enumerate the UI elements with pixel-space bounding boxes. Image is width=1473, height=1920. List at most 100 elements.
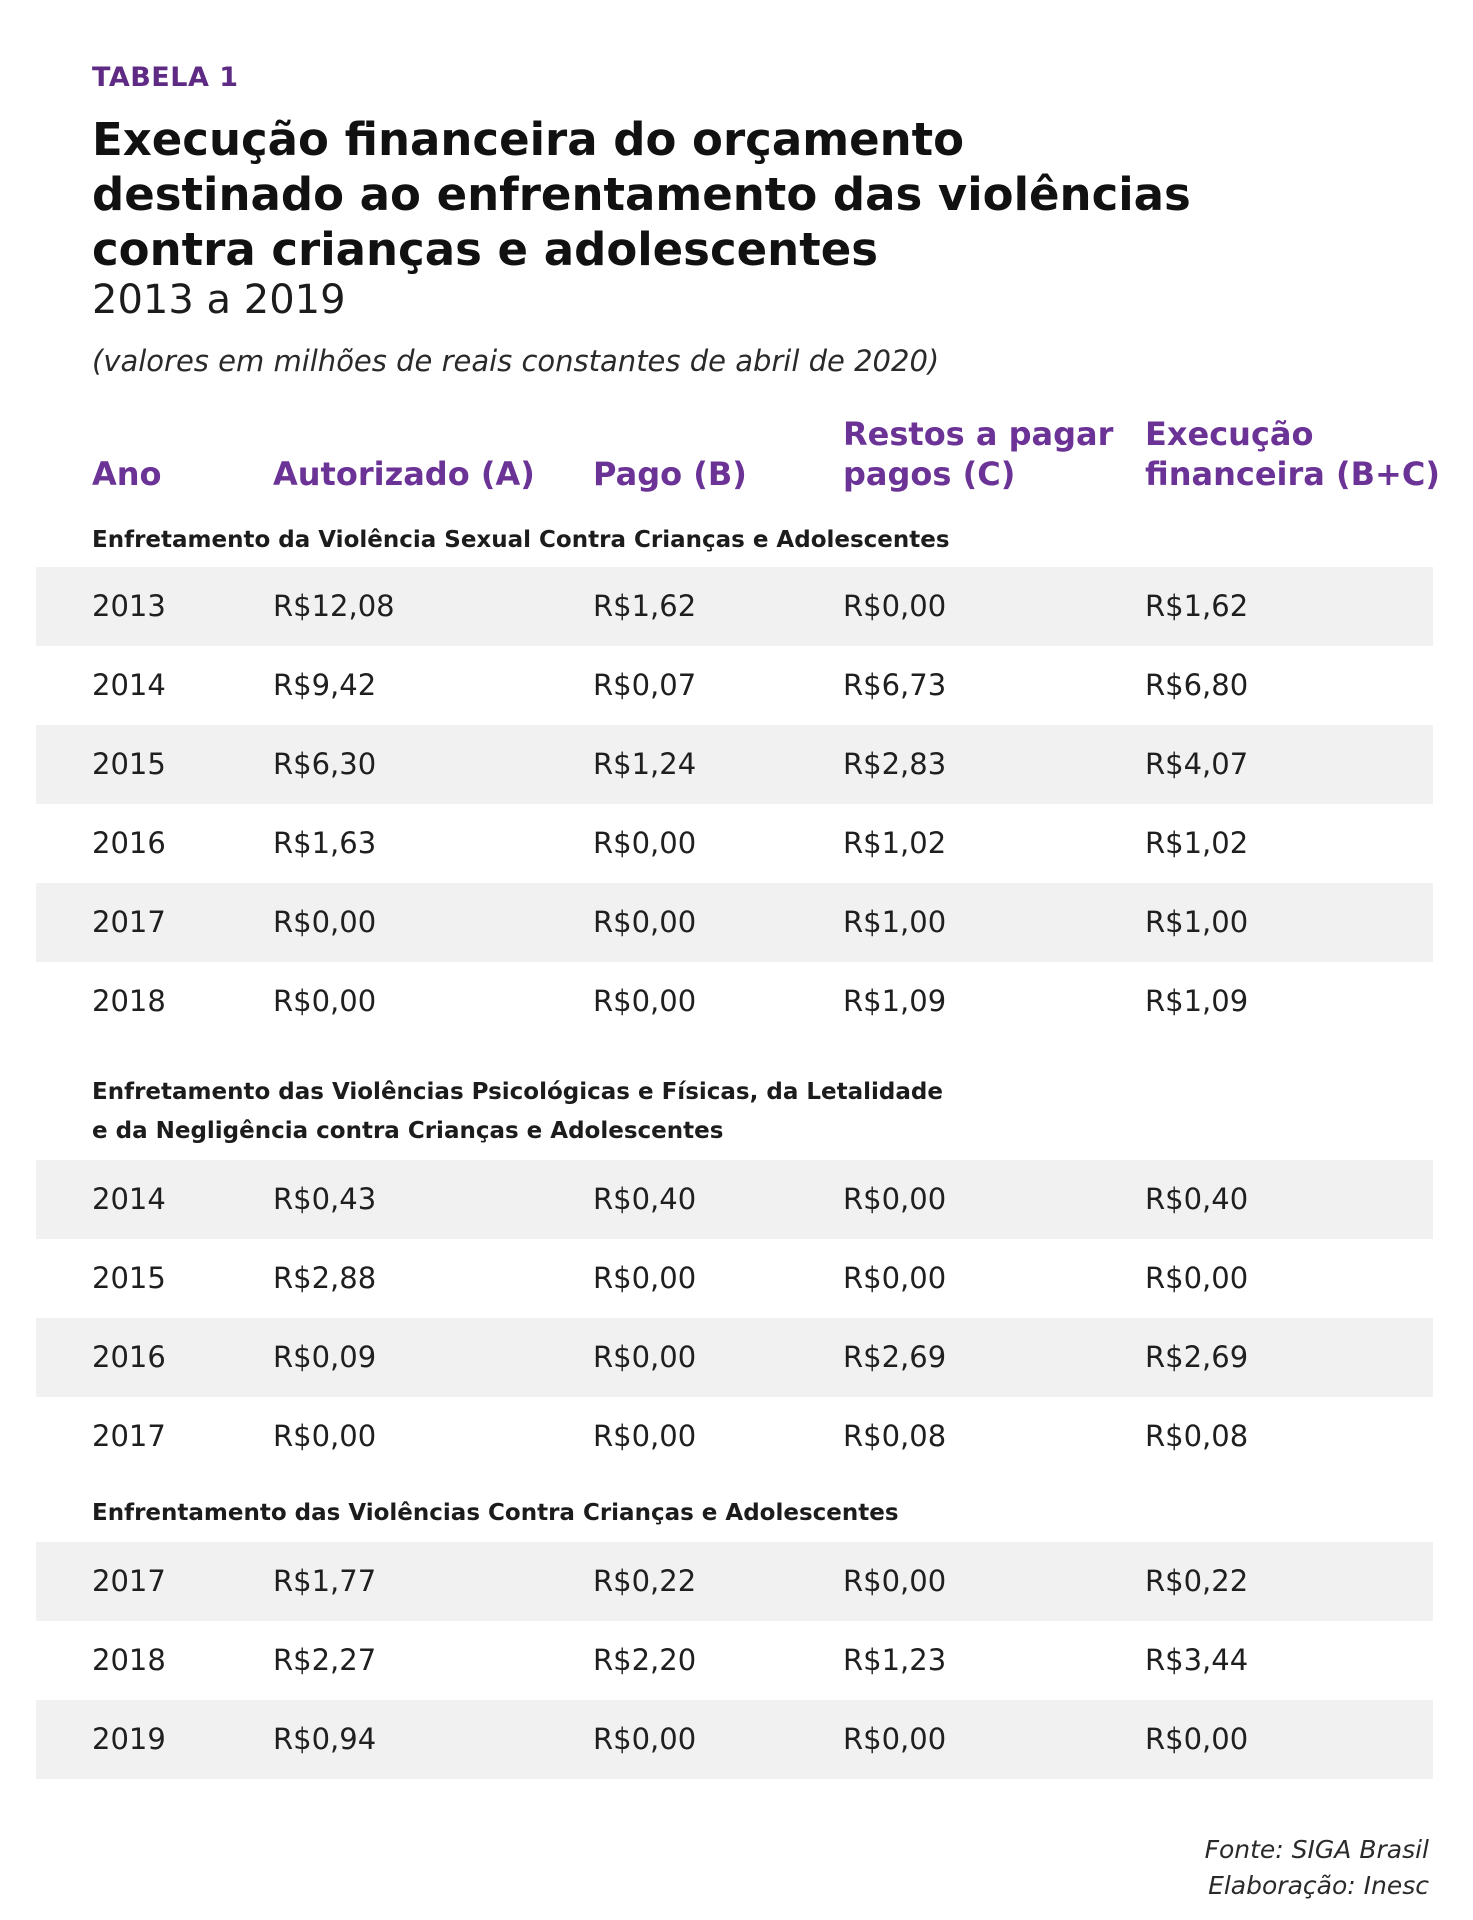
table-row: 2017 R$0,00 R$0,00 R$0,08 R$0,08 bbox=[36, 1397, 1433, 1476]
table-row: 2013 R$12,08 R$1,62 R$0,00 R$1,62 bbox=[36, 567, 1433, 646]
cell-autorizado: R$1,63 bbox=[273, 826, 377, 860]
section-title-line-1: Enfretamento das Violências Psicológicas… bbox=[92, 1079, 943, 1105]
table-row: 2015 R$6,30 R$1,24 R$2,83 R$4,07 bbox=[36, 725, 1433, 804]
table-row: 2016 R$1,63 R$0,00 R$1,02 R$1,02 bbox=[36, 804, 1433, 883]
cell-execucao: R$0,08 bbox=[1145, 1419, 1249, 1453]
cell-pago: R$0,00 bbox=[593, 905, 697, 939]
cell-execucao: R$1,00 bbox=[1145, 905, 1249, 939]
column-header-execucao-line2: financeira (B+C) bbox=[1145, 455, 1440, 493]
title-line-1: Execução financeira do orçamento bbox=[92, 113, 965, 166]
cell-ano: 2016 bbox=[92, 826, 166, 860]
cell-ano: 2017 bbox=[92, 1564, 166, 1598]
cell-restos: R$0,08 bbox=[843, 1419, 947, 1453]
table-label: TABELA 1 bbox=[92, 62, 239, 93]
cell-autorizado: R$0,09 bbox=[273, 1340, 377, 1374]
cell-execucao: R$1,02 bbox=[1145, 826, 1249, 860]
credit-line: Elaboração: Inesc bbox=[1208, 1871, 1429, 1900]
page-title: Execução financeira do orçamento destina… bbox=[92, 112, 1412, 277]
title-line-2: destinado ao enfrentamento das violência… bbox=[92, 168, 1191, 221]
units-note: (valores em milhões de reais constantes … bbox=[92, 344, 940, 378]
cell-ano: 2016 bbox=[92, 1340, 166, 1374]
cell-autorizado: R$9,42 bbox=[273, 668, 377, 702]
title-line-3: contra crianças e adolescentes bbox=[92, 223, 879, 276]
cell-pago: R$1,24 bbox=[593, 747, 697, 781]
cell-execucao: R$1,62 bbox=[1145, 589, 1249, 623]
cell-execucao: R$4,07 bbox=[1145, 747, 1249, 781]
column-header-restos-line1: Restos a pagar bbox=[843, 415, 1114, 453]
column-header-ano: Ano bbox=[92, 455, 162, 493]
cell-autorizado: R$1,77 bbox=[273, 1564, 377, 1598]
cell-autorizado: R$12,08 bbox=[273, 589, 395, 623]
cell-restos: R$0,00 bbox=[843, 589, 947, 623]
source-line: Fonte: SIGA Brasil bbox=[1204, 1835, 1429, 1864]
column-header-autorizado: Autorizado (A) bbox=[273, 455, 535, 493]
cell-pago: R$0,00 bbox=[593, 826, 697, 860]
cell-autorizado: R$2,88 bbox=[273, 1261, 377, 1295]
cell-autorizado: R$0,94 bbox=[273, 1722, 377, 1756]
section-title-violencia-sexual: Enfretamento da Violência Sexual Contra … bbox=[92, 527, 950, 553]
cell-restos: R$1,00 bbox=[843, 905, 947, 939]
cell-ano: 2017 bbox=[92, 1419, 166, 1453]
cell-ano: 2019 bbox=[92, 1722, 166, 1756]
cell-restos: R$2,69 bbox=[843, 1340, 947, 1374]
cell-autorizado: R$2,27 bbox=[273, 1643, 377, 1677]
cell-execucao: R$0,22 bbox=[1145, 1564, 1249, 1598]
cell-pago: R$0,40 bbox=[593, 1182, 697, 1216]
table-row: 2019 R$0,94 R$0,00 R$0,00 R$0,00 bbox=[36, 1700, 1433, 1779]
table-row: 2014 R$9,42 R$0,07 R$6,73 R$6,80 bbox=[36, 646, 1433, 725]
cell-pago: R$0,22 bbox=[593, 1564, 697, 1598]
cell-pago: R$0,00 bbox=[593, 984, 697, 1018]
cell-autorizado: R$0,43 bbox=[273, 1182, 377, 1216]
cell-ano: 2018 bbox=[92, 984, 166, 1018]
cell-restos: R$0,00 bbox=[843, 1182, 947, 1216]
table-row: 2015 R$2,88 R$0,00 R$0,00 R$0,00 bbox=[36, 1239, 1433, 1318]
cell-ano: 2013 bbox=[92, 589, 166, 623]
table-row: 2017 R$1,77 R$0,22 R$0,00 R$0,22 bbox=[36, 1542, 1433, 1621]
cell-autorizado: R$0,00 bbox=[273, 1419, 377, 1453]
subtitle: 2013 a 2019 bbox=[92, 277, 346, 323]
cell-ano: 2015 bbox=[92, 1261, 166, 1295]
section-title-line-2: e da Negligência contra Crianças e Adole… bbox=[92, 1118, 724, 1144]
cell-ano: 2014 bbox=[92, 1182, 166, 1216]
column-header-execucao: Execução financeira (B+C) bbox=[1145, 414, 1440, 494]
cell-execucao: R$1,09 bbox=[1145, 984, 1249, 1018]
cell-execucao: R$3,44 bbox=[1145, 1643, 1249, 1677]
column-header-restos: Restos a pagar pagos (C) bbox=[843, 414, 1113, 494]
cell-pago: R$0,07 bbox=[593, 668, 697, 702]
column-header-restos-line2: pagos (C) bbox=[843, 455, 1016, 493]
cell-restos: R$1,23 bbox=[843, 1643, 947, 1677]
column-header-pago: Pago (B) bbox=[593, 455, 747, 493]
table-row: 2016 R$0,09 R$0,00 R$2,69 R$2,69 bbox=[36, 1318, 1433, 1397]
cell-pago: R$1,62 bbox=[593, 589, 697, 623]
cell-ano: 2018 bbox=[92, 1643, 166, 1677]
cell-execucao: R$0,00 bbox=[1145, 1722, 1249, 1756]
cell-execucao: R$6,80 bbox=[1145, 668, 1249, 702]
cell-execucao: R$2,69 bbox=[1145, 1340, 1249, 1374]
cell-restos: R$0,00 bbox=[843, 1564, 947, 1598]
cell-restos: R$2,83 bbox=[843, 747, 947, 781]
cell-restos: R$0,00 bbox=[843, 1722, 947, 1756]
section-title-violencias-psicologicas: Enfretamento das Violências Psicológicas… bbox=[92, 1073, 1092, 1151]
cell-restos: R$1,02 bbox=[843, 826, 947, 860]
cell-autorizado: R$0,00 bbox=[273, 984, 377, 1018]
cell-pago: R$2,20 bbox=[593, 1643, 697, 1677]
cell-restos: R$6,73 bbox=[843, 668, 947, 702]
cell-execucao: R$0,40 bbox=[1145, 1182, 1249, 1216]
cell-ano: 2017 bbox=[92, 905, 166, 939]
cell-restos: R$0,00 bbox=[843, 1261, 947, 1295]
cell-pago: R$0,00 bbox=[593, 1419, 697, 1453]
cell-autorizado: R$6,30 bbox=[273, 747, 377, 781]
table-row: 2017 R$0,00 R$0,00 R$1,00 R$1,00 bbox=[36, 883, 1433, 962]
cell-autorizado: R$0,00 bbox=[273, 905, 377, 939]
cell-restos: R$1,09 bbox=[843, 984, 947, 1018]
table-row: 2018 R$0,00 R$0,00 R$1,09 R$1,09 bbox=[36, 962, 1433, 1041]
cell-ano: 2015 bbox=[92, 747, 166, 781]
cell-ano: 2014 bbox=[92, 668, 166, 702]
section-title-violencias-contra-criancas: Enfrentamento das Violências Contra Cria… bbox=[92, 1500, 899, 1526]
table-row: 2014 R$0,43 R$0,40 R$0,00 R$0,40 bbox=[36, 1160, 1433, 1239]
column-header-execucao-line1: Execução bbox=[1145, 415, 1314, 453]
cell-pago: R$0,00 bbox=[593, 1722, 697, 1756]
cell-pago: R$0,00 bbox=[593, 1261, 697, 1295]
cell-pago: R$0,00 bbox=[593, 1340, 697, 1374]
